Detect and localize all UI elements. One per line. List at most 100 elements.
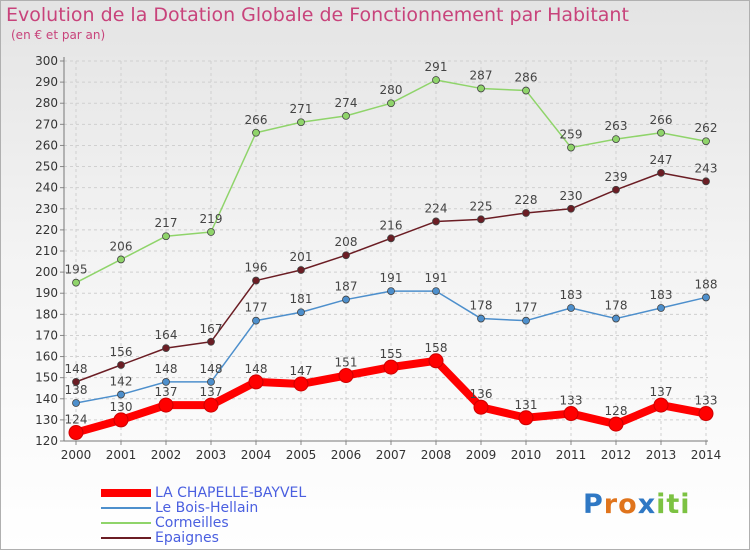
data-point [252, 316, 260, 325]
data-label: 263 [605, 119, 628, 133]
data-label: 137 [155, 385, 178, 399]
data-point [387, 234, 395, 243]
data-label: 133 [695, 394, 718, 408]
data-point [702, 293, 710, 302]
data-label: 148 [65, 362, 88, 376]
x-tick-label: 2006 [331, 448, 362, 462]
data-point [518, 410, 534, 426]
data-label: 286 [515, 71, 538, 85]
data-label: 239 [605, 170, 628, 184]
data-label: 208 [335, 235, 358, 249]
data-label: 206 [110, 239, 133, 253]
data-point [203, 397, 219, 413]
data-point [293, 376, 309, 392]
legend-label: Le Bois-Hellain [155, 499, 259, 516]
legend-swatch [101, 521, 151, 524]
brand-letter: i [680, 489, 691, 520]
legend-label: Cormeilles [155, 514, 229, 531]
data-point [477, 215, 485, 224]
data-point [387, 287, 395, 296]
data-point [473, 399, 489, 415]
y-tick-label: 250 [35, 160, 58, 174]
data-label: 177 [515, 301, 538, 315]
brand-letter: o [618, 489, 638, 520]
data-label: 178 [605, 299, 628, 313]
data-point [653, 397, 669, 413]
data-point [162, 344, 170, 353]
legend-item: Epaignes [101, 529, 306, 546]
data-label: 183 [650, 288, 673, 302]
data-label: 217 [155, 216, 178, 230]
data-point [113, 412, 129, 428]
data-point [68, 425, 84, 441]
data-point [158, 397, 174, 413]
data-label: 164 [155, 328, 178, 342]
data-point [207, 228, 215, 236]
data-point [207, 377, 215, 386]
brand-letter: x [637, 489, 657, 520]
data-label: 148 [200, 362, 223, 376]
data-point [117, 390, 125, 399]
data-point [297, 308, 305, 317]
data-point [657, 128, 665, 137]
data-label: 196 [245, 261, 268, 275]
y-tick-label: 220 [35, 223, 58, 237]
data-label: 228 [515, 193, 538, 207]
x-tick-label: 2008 [421, 448, 452, 462]
brand-letter: t [666, 489, 681, 520]
data-label: 266 [650, 113, 673, 127]
data-label: 280 [380, 83, 403, 97]
y-tick-label: 190 [35, 286, 58, 300]
data-point [657, 304, 665, 312]
data-label: 156 [110, 345, 133, 359]
legend-label: Epaignes [155, 529, 219, 546]
data-label: 130 [110, 400, 133, 414]
data-label: 271 [290, 102, 313, 116]
data-label: 230 [560, 189, 583, 203]
data-point [567, 204, 575, 213]
brand-letter: i [656, 489, 667, 520]
data-point [383, 359, 399, 375]
data-point [72, 377, 80, 386]
y-tick-label: 170 [35, 328, 58, 342]
data-point [657, 168, 665, 177]
x-tick-label: 2001 [106, 448, 137, 462]
legend-swatch [101, 488, 151, 497]
legend: LA CHAPELLE-BAYVEL Le Bois-Hellain Cormeil… [101, 485, 306, 546]
y-tick-label: 300 [35, 54, 58, 68]
legend-swatch [101, 506, 151, 509]
data-point [72, 278, 80, 287]
x-tick-label: 2010 [511, 448, 542, 462]
x-tick-label: 2002 [151, 448, 182, 462]
data-point [387, 99, 395, 108]
data-point [252, 276, 260, 285]
y-tick-label: 120 [35, 434, 58, 448]
legend-swatch [101, 536, 151, 539]
chart-title: Evolution de la Dotation Globale de Fonc… [6, 4, 629, 26]
data-label: 247 [650, 153, 673, 167]
y-tick-label: 230 [35, 202, 58, 216]
data-label: 201 [290, 250, 313, 264]
legend-item: LA CHAPELLE-BAYVEL [101, 485, 306, 501]
data-label: 167 [200, 322, 223, 336]
data-point [612, 135, 620, 144]
data-point [72, 399, 80, 407]
data-point [342, 295, 350, 304]
data-label: 138 [65, 383, 88, 397]
chart-subtitle: (en € et par an) [11, 28, 106, 42]
x-tick-label: 2011 [556, 448, 587, 462]
data-label: 219 [200, 212, 223, 226]
brand-letter: r [603, 489, 619, 520]
data-label: 243 [695, 161, 718, 175]
data-label: 178 [470, 299, 493, 313]
data-point [432, 76, 440, 84]
data-point [522, 86, 530, 95]
data-label: 137 [650, 385, 673, 399]
data-label: 188 [695, 277, 718, 291]
data-point [432, 287, 440, 296]
data-label: 137 [200, 385, 223, 399]
data-point [297, 266, 305, 274]
brand-letter: P [583, 489, 604, 520]
